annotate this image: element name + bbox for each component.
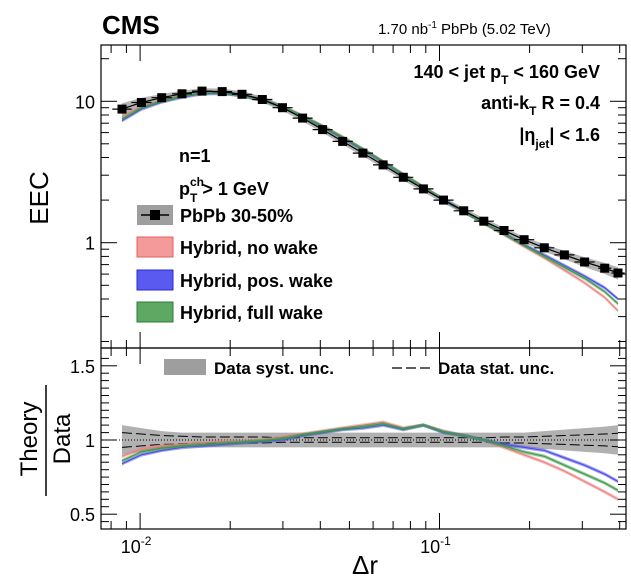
legend-data-marker [150,210,160,220]
data-point [217,87,227,97]
luminosity-label: 1.70 nb-1 PbPb (5.02 TeV) [378,20,551,38]
y-tick-label: 0.5 [70,505,95,525]
data-point [398,172,408,182]
data-point [559,250,569,260]
y-axis-title-top: EEC [24,171,54,224]
data-point [278,103,287,113]
legend-label: Hybrid, full wake [180,303,323,323]
ratio-curve-hybrid-full-wake [121,423,619,491]
data-point [177,89,187,99]
ratio-denominator-label: Data [49,413,76,464]
x-tick-label: 10-1 [420,534,451,557]
ratio-syst-band [122,425,618,455]
data-point [418,184,428,194]
data-point [298,113,308,123]
ratio-numerator-label: Theory [16,402,43,477]
legend-entry-no-wake: Hybrid, no wake [136,236,318,258]
y-tick-label: 10 [75,92,95,112]
data-point [613,268,623,278]
data-point [519,235,529,245]
legend-top: PbPb 30-50% Hybrid, no wake Hybrid, pos.… [136,205,333,323]
y-axis-title-bottom: Theory Data [16,385,76,496]
legend-label: Data syst. unc. [214,359,334,378]
data-point [539,243,549,253]
data-point [117,104,127,114]
top-data-points-layer [112,86,625,278]
experiment-label: CMS [102,10,160,40]
data-point [580,257,590,267]
legend-pos-wake-swatch [136,269,174,291]
data-point [237,89,247,99]
pt-range-label: 140 < jet pT < 160 GeV [414,62,600,87]
data-point [479,216,489,226]
data-point [358,148,368,158]
data-point [157,93,167,103]
data-point [136,98,146,107]
legend-entry-full-wake: Hybrid, full wake [136,301,323,323]
bottom-syst-band-layer [122,425,618,455]
bottom-model-curves-layer [121,420,619,502]
legend-label: Data stat. unc. [438,359,554,378]
bottom-ticks-layer: 0.5 1 1.5 10-2 10-1 [70,348,626,557]
track-pt-cut-label: pch T > 1 GeV [179,175,269,205]
jet-algo-label: anti-kT R = 0.4 [481,93,600,118]
top-ticks-layer: 10 1 [75,45,626,348]
n-power-label: n=1 [179,146,211,166]
bottom-panel-frame [100,347,627,530]
legend-entry-data: PbPb 30-50% [137,205,293,226]
data-point [378,160,388,170]
x-tick-label: 10-2 [121,534,152,557]
top-syst-band-layer [122,88,618,280]
legend-label: Hybrid, no wake [180,238,318,258]
data-syst-band [122,88,618,280]
legend-full-wake-swatch [136,301,174,323]
legend-entry-pos-wake: Hybrid, pos. wake [136,269,333,291]
y-tick-label: 1 [85,234,95,254]
legend-no-wake-swatch [136,236,174,258]
y-tick-label: 1 [85,431,95,451]
data-point [257,95,267,104]
data-point [600,263,610,273]
x-axis-title: Δr [352,550,378,579]
legend-bottom: Data syst. unc. Data stat. unc. [164,359,554,378]
data-point [439,195,448,205]
data-point [318,125,328,135]
legend-syst-swatch [164,359,206,375]
data-point [197,86,207,96]
data-point [499,226,509,235]
data-point [459,206,469,216]
legend-label: PbPb 30-50% [180,206,293,226]
eta-cut-label: |ηjet| < 1.6 [519,125,600,151]
data-point [338,136,348,146]
legend-label: Hybrid, pos. wake [180,271,333,291]
y-tick-label: 1.5 [70,357,95,377]
